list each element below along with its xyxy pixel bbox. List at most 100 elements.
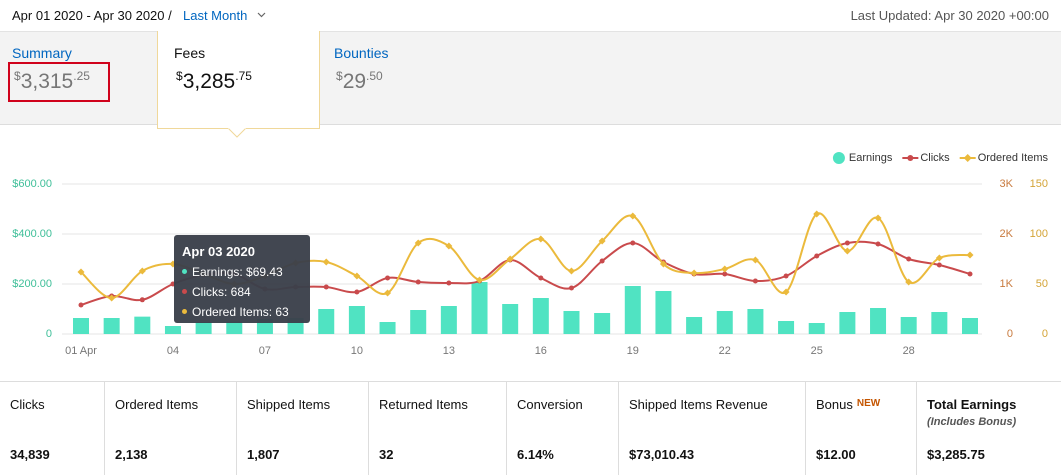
tooltip-title: Apr 03 2020: [182, 244, 255, 259]
stat-label: Conversion: [517, 397, 583, 412]
legend-label: Clicks: [920, 152, 950, 164]
marker: [446, 280, 452, 286]
stat-label: Returned Items: [379, 397, 468, 412]
stat-label: Bonus NEW: [816, 397, 880, 412]
tab-label[interactable]: Fees: [174, 45, 206, 61]
legend-marker: [832, 152, 845, 164]
bar: [379, 322, 396, 334]
marker: [323, 284, 329, 290]
stat-label-text: Bonus: [816, 397, 853, 412]
tooltip-line: Earnings: $69.43: [182, 265, 283, 279]
bar: [931, 312, 948, 334]
y-tick-label: 0: [46, 328, 52, 340]
y-tick-label: 0: [1042, 328, 1048, 340]
marker: [629, 212, 637, 220]
marker: [905, 278, 913, 286]
marker: [354, 289, 360, 295]
marker: [906, 256, 912, 262]
bar: [716, 311, 733, 334]
bar: [532, 298, 549, 334]
bar: [563, 311, 580, 334]
y-tick-label: 1K: [1000, 278, 1014, 290]
marker: [384, 289, 392, 297]
marker: [690, 269, 698, 277]
marker: [875, 241, 881, 247]
stat-value: 2,138: [115, 447, 148, 462]
tooltip-text: Clicks: 684: [192, 285, 251, 299]
tab[interactable]: Fees $3,285.75: [157, 31, 320, 129]
currency: $: [336, 69, 343, 83]
bar: [348, 306, 365, 334]
x-tick-label: 19: [627, 345, 639, 357]
marker: [722, 271, 728, 277]
marker: [782, 288, 790, 296]
amount-cents: .25: [73, 69, 90, 83]
marker: [874, 214, 882, 222]
amount-whole: 29: [342, 70, 367, 93]
x-tick-label: 25: [811, 345, 823, 357]
stat-value: $73,010.43: [629, 447, 695, 462]
x-tick-label: 10: [351, 345, 363, 357]
marker: [935, 254, 943, 262]
stat-label: Total Earnings: [927, 397, 1016, 412]
stat-label-text: Ordered Items: [115, 397, 199, 412]
marker: [567, 267, 575, 275]
chart: 0 $200.00 $400.00 $600.00 0 1K 2K 3K 0 50 100 150 01…: [12, 152, 1048, 357]
tab[interactable]: Bounties $29.50: [334, 31, 474, 123]
stat-label-text: Total Earnings: [927, 397, 1017, 412]
bar: [655, 291, 672, 334]
marker: [813, 210, 821, 218]
tab-amount: $29.50: [336, 69, 383, 94]
marker: [78, 302, 84, 308]
x-tick-label: 01 Apr: [65, 345, 97, 357]
y-tick-label: 150: [1030, 178, 1048, 190]
stat-label-text: Shipped Items: [247, 397, 331, 412]
y-tick-label: 3K: [1000, 178, 1014, 190]
marker: [630, 240, 636, 246]
tab-amount: $3,285.75: [176, 69, 252, 94]
marker: [138, 267, 146, 275]
bar: [73, 318, 89, 334]
bar: [471, 282, 488, 334]
tab-label[interactable]: Summary: [12, 45, 72, 61]
bar: [900, 317, 917, 334]
stat-value: 32: [379, 447, 394, 462]
tab[interactable]: Summary $3,315.25: [12, 31, 152, 123]
bar: [870, 308, 887, 334]
marker: [814, 253, 820, 259]
bar: [195, 322, 212, 334]
marker: [139, 297, 145, 303]
amount-cents: .50: [366, 69, 383, 83]
highlight-box: [8, 62, 110, 102]
marker: [844, 240, 850, 246]
tooltip-dot: [182, 269, 187, 274]
stat-label-text: Shipped Items Revenue: [629, 397, 768, 412]
legend-label: Earnings: [849, 152, 893, 164]
bar: [808, 323, 825, 334]
tab-label[interactable]: Bounties: [334, 45, 389, 61]
marker: [598, 237, 606, 245]
tooltip: Apr 03 2020 Earnings: $69.43 Clicks: 684 O…: [174, 235, 310, 323]
stats-bar: Clicks 34,839 Ordered Items 2,138 Shipped It…: [0, 381, 1061, 475]
period-selector[interactable]: Last Month: [183, 8, 248, 23]
dropdown-arrow[interactable]: [257, 12, 266, 18]
stat-label: Shipped Items Revenue: [629, 397, 768, 412]
marker: [506, 255, 514, 263]
marker: [322, 258, 330, 266]
date-range: Apr 01 2020 - Apr 30 2020 /: [12, 8, 172, 23]
legend-marker: [963, 154, 972, 162]
y-tick-label: 2K: [1000, 228, 1014, 240]
x-tick-label: 28: [903, 345, 915, 357]
x-tick-label: 16: [535, 345, 547, 357]
currency: $: [14, 69, 21, 83]
x-tick-label: 04: [167, 345, 179, 357]
amount-cents: .75: [235, 69, 252, 83]
marker: [353, 272, 361, 280]
marker: [843, 247, 851, 255]
bar: [686, 317, 703, 334]
stat-value: $12.00: [816, 447, 856, 462]
currency: $: [176, 69, 183, 83]
marker: [77, 268, 85, 276]
bar: [502, 304, 519, 334]
